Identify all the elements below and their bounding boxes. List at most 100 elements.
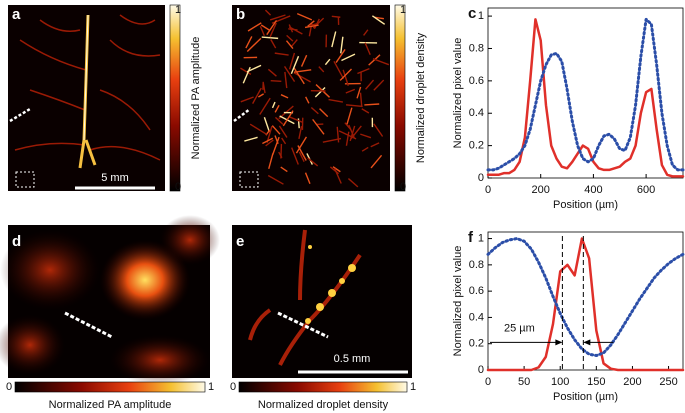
mesh-segment [331,31,337,48]
mesh-segment [270,39,277,49]
scale-bar-label: 5 mm [101,172,129,184]
mesh-segment [286,34,294,42]
roi-box [239,171,259,188]
y-tick-label: 0.2 [469,338,484,350]
y-tick-label: 0.8 [469,42,484,54]
profile-line [9,107,31,123]
mesh-segment [346,107,353,125]
colorbar-tick-label: 1 [410,381,416,393]
y-axis-label: Normalized pixel value [452,246,464,357]
arrow-head [555,339,563,346]
mesh-segment [282,110,294,127]
mesh-segment [284,71,288,89]
mesh-segment [265,139,274,147]
colorbar-tick-label: 0 [230,381,236,393]
scale-bar-label: 0.5 mm [334,353,371,365]
mesh-segment [280,166,288,173]
panel-letter: e [236,233,244,250]
mesh-segment [349,125,356,142]
mesh [240,9,390,188]
colorbar [238,381,408,393]
mesh-segment [360,133,372,139]
mesh-segment [307,157,319,167]
mesh-segment [310,107,319,115]
mesh-segment [336,126,340,143]
mesh-segment [259,97,271,115]
y-tick-label: 0.6 [469,285,484,297]
mesh-segment [290,55,300,74]
mesh-segment [314,87,326,98]
mesh-segment [266,19,278,36]
mesh-segment [324,58,331,66]
mesh-segment [272,136,280,155]
x-tick-label: 100 [551,376,569,388]
mesh-segment [350,125,362,140]
mesh-segment [364,42,371,56]
colorbar-tick-label: 1 [175,4,181,16]
profile-line [277,311,329,339]
mesh-segment [269,22,277,38]
mesh-segment [266,126,273,143]
mesh-segment [342,69,349,86]
mesh-segment [341,53,356,62]
mesh-segment [288,52,296,70]
data-line [486,237,685,358]
mesh-segment [338,130,357,140]
blob [0,315,65,375]
mesh-segment [364,103,380,106]
mesh-segment [280,94,289,99]
mesh-segment [249,123,268,136]
image-e: 0.5 mm e [232,225,412,378]
mesh-segment [293,69,312,73]
mesh-segment [345,88,356,94]
mesh-segment [298,125,303,139]
mesh-segment [331,15,341,18]
annotation: 25 µm [504,322,535,334]
blob [0,230,100,310]
mesh-segment [285,40,294,50]
mesh-segment [260,24,271,32]
mesh-segment [372,58,390,66]
mesh-segment [373,79,385,91]
y-tick-label: 0 [478,364,484,376]
y-tick-label: 0.4 [469,311,484,323]
data-line [486,18,685,178]
mesh-segment [240,67,252,75]
mesh-segment [293,67,305,85]
mesh-segment [246,37,262,52]
main-vessel-core [83,14,89,141]
colorbar-tick-label: 1 [208,381,214,393]
x-tick-label: 200 [532,184,550,196]
mesh-segment [291,147,299,165]
mesh-segment [261,36,279,40]
mesh-segment [347,178,359,188]
mesh-segment [304,172,311,184]
mesh-segment [356,86,362,99]
mesh-segment [271,125,281,135]
y-tick-label: 0.2 [469,140,484,152]
mesh-segment [259,26,265,37]
mesh-segment [268,153,274,170]
arrow-head [583,339,591,346]
colorbar-tick-label: 0 [175,181,181,193]
mesh-segment [258,93,264,98]
profile-line [64,311,113,339]
x-axis-label: Position (µm) [553,199,618,211]
mesh-segment [298,151,305,163]
x-tick-label: 0 [485,184,491,196]
mesh-segment [319,108,329,118]
mesh-segment [363,29,369,36]
panel-letter: c [468,5,476,22]
colorbar-tick-label: 1 [400,4,406,16]
y-axis-label: Normalized pixel value [452,38,464,149]
mesh-segment [267,68,277,77]
image-background [232,225,412,378]
mesh-segment [304,24,319,29]
mesh-segment [370,142,380,148]
plot-frame [487,231,684,371]
colorbar [14,381,206,393]
mesh-segment [252,87,262,104]
mesh-segment [373,123,384,137]
data-line [486,237,685,372]
